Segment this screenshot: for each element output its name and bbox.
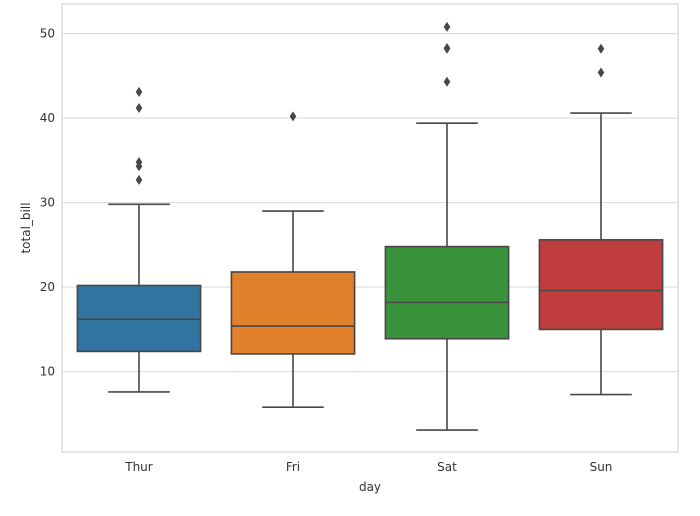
box-series: [76, 21, 664, 431]
box-group-sun: [538, 43, 664, 396]
box-iqr: [230, 271, 356, 355]
outlier-point: [597, 67, 605, 78]
outlier-point: [135, 86, 143, 97]
outlier-point: [135, 174, 143, 185]
outlier-point: [597, 43, 605, 54]
outlier-point: [289, 111, 297, 122]
y-tick-label: 20: [40, 280, 55, 294]
box-group-thur: [76, 86, 202, 393]
y-tick-label: 10: [40, 365, 55, 379]
outlier-point: [135, 102, 143, 113]
y-axis-ticks: 10 20 30 40 50: [40, 27, 55, 379]
x-axis-title: day: [359, 480, 381, 494]
x-tick-label-fri: Fri: [286, 460, 300, 474]
x-tick-label-sat: Sat: [437, 460, 457, 474]
plot-area: [61, 3, 679, 453]
box-group-fri: [230, 111, 356, 409]
box-group-sat: [384, 21, 510, 431]
box-iqr: [76, 284, 202, 353]
x-axis-ticks: Thur Fri Sat Sun: [124, 460, 612, 474]
y-tick-label: 40: [40, 111, 55, 125]
outlier-point: [443, 76, 451, 87]
outlier-point: [135, 157, 143, 168]
y-tick-label: 50: [40, 27, 55, 41]
x-tick-label-sun: Sun: [590, 460, 613, 474]
box-iqr: [384, 245, 510, 340]
y-tick-label: 30: [40, 196, 55, 210]
y-axis-title: total_bill: [19, 202, 33, 253]
outlier-point: [443, 42, 451, 53]
box-iqr: [538, 239, 664, 331]
x-tick-label-thur: Thur: [124, 460, 153, 474]
outlier-point: [443, 21, 451, 32]
